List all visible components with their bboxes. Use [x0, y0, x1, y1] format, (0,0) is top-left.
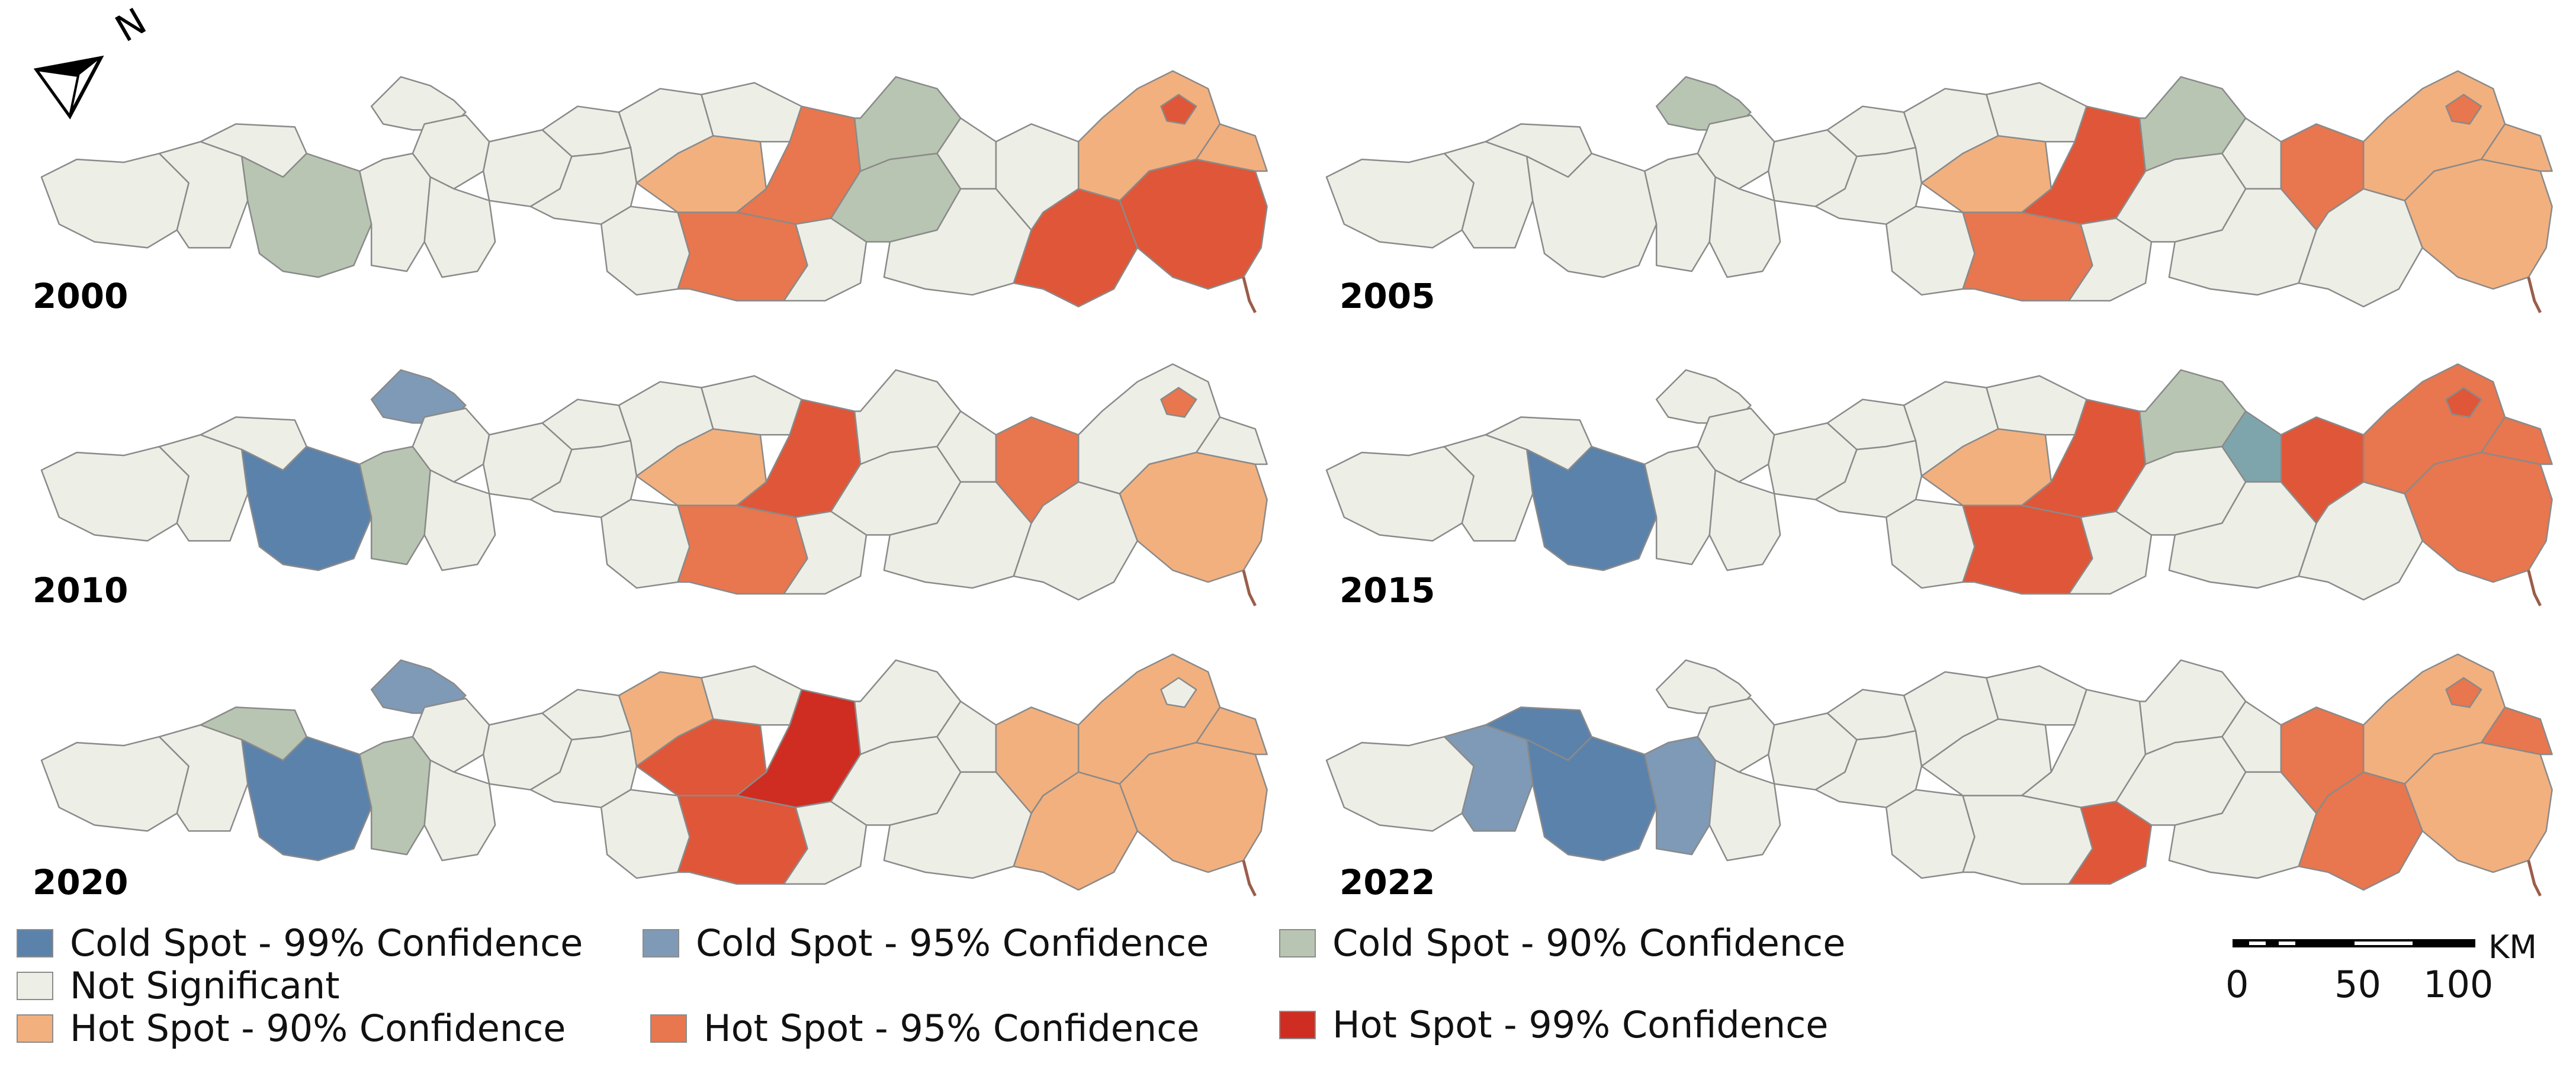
district-0 — [40, 152, 189, 249]
district-14 — [1986, 375, 2087, 436]
district-7 — [1708, 469, 1781, 571]
district-4 — [1644, 445, 1716, 565]
district-23 — [1013, 771, 1138, 891]
district-11 — [600, 205, 690, 296]
district-4 — [1644, 735, 1716, 856]
panel-year-2020: 2020 — [33, 862, 128, 902]
district-25 — [1119, 741, 1268, 873]
district-0 — [1325, 152, 1475, 249]
district-16 — [1962, 795, 2093, 885]
district-6 — [412, 407, 490, 483]
panel-year-2010: 2010 — [33, 570, 128, 610]
district-26 — [1195, 416, 1268, 465]
district-7 — [423, 469, 496, 571]
map-panel-2020 — [40, 653, 1268, 897]
district-5 — [1655, 659, 1752, 714]
district-5 — [1655, 76, 1752, 131]
district-6 — [412, 114, 490, 190]
district-16 — [1962, 211, 2093, 302]
district-14 — [1986, 82, 2087, 143]
district-6 — [1697, 407, 1775, 483]
district-7 — [1708, 759, 1781, 862]
district-23 — [1013, 481, 1138, 601]
district-4 — [1644, 152, 1716, 272]
district-14 — [701, 375, 802, 436]
district-7 — [1708, 176, 1781, 278]
panel-year-2000: 2000 — [33, 276, 128, 316]
map-panel-2010 — [40, 363, 1268, 606]
district-23 — [2298, 188, 2423, 308]
district-27 — [1160, 94, 1197, 125]
district-27 — [1160, 677, 1197, 708]
district-6 — [1697, 114, 1775, 190]
panel-year-2005: 2005 — [1340, 276, 1435, 316]
district-14 — [1986, 665, 2087, 726]
district-3 — [1526, 735, 1658, 862]
map-panel-2000 — [40, 70, 1268, 313]
district-5 — [370, 76, 467, 131]
district-3 — [1526, 152, 1658, 278]
district-4 — [359, 735, 431, 856]
district-16 — [1962, 505, 2093, 595]
district-11 — [1886, 499, 1976, 589]
district-27 — [2445, 94, 2482, 125]
district-11 — [600, 789, 690, 879]
district-23 — [2298, 481, 2423, 601]
district-16 — [677, 505, 808, 595]
district-4 — [359, 445, 431, 565]
district-26 — [2480, 706, 2553, 756]
district-3 — [241, 735, 372, 862]
district-0 — [40, 445, 189, 542]
river-outlet — [1242, 860, 1257, 897]
district-11 — [1886, 789, 1976, 879]
district-6 — [1697, 698, 1775, 773]
north-arrow-icon: N — [33, 0, 153, 120]
district-11 — [1886, 205, 1976, 296]
district-3 — [241, 445, 372, 571]
district-27 — [2445, 677, 2482, 708]
district-7 — [423, 759, 496, 862]
district-0 — [1325, 445, 1475, 542]
map-panel-2005 — [1325, 70, 2553, 313]
river-outlet — [1242, 277, 1257, 313]
district-11 — [600, 499, 690, 589]
district-7 — [423, 176, 496, 278]
district-26 — [1195, 706, 1268, 756]
district-25 — [2404, 741, 2553, 873]
river-outlet — [1242, 570, 1257, 606]
district-26 — [2480, 416, 2553, 465]
district-27 — [2445, 387, 2482, 418]
map-panel-2015 — [1325, 363, 2553, 606]
district-26 — [1195, 123, 1268, 172]
district-23 — [2298, 771, 2423, 891]
map-panel-2022 — [1325, 653, 2553, 897]
river-outlet — [2527, 860, 2542, 897]
district-3 — [241, 152, 372, 278]
district-16 — [677, 211, 808, 302]
district-0 — [40, 735, 189, 832]
district-25 — [2404, 158, 2553, 290]
district-14 — [701, 82, 802, 143]
district-25 — [1119, 451, 1268, 583]
district-5 — [370, 369, 467, 424]
district-5 — [370, 659, 467, 714]
district-4 — [359, 152, 431, 272]
district-23 — [1013, 188, 1138, 308]
district-25 — [1119, 158, 1268, 290]
district-14 — [701, 665, 802, 726]
district-5 — [1655, 369, 1752, 424]
panel-year-2022: 2022 — [1340, 862, 1435, 902]
panel-year-2015: 2015 — [1340, 570, 1435, 610]
river-outlet — [2527, 277, 2542, 313]
district-16 — [677, 795, 808, 885]
district-0 — [1325, 735, 1475, 832]
district-25 — [2404, 451, 2553, 583]
district-6 — [412, 698, 490, 773]
north-label: N — [108, 0, 153, 50]
river-outlet — [2527, 570, 2542, 606]
district-27 — [1160, 387, 1197, 418]
district-26 — [2480, 123, 2553, 172]
district-3 — [1526, 445, 1658, 571]
